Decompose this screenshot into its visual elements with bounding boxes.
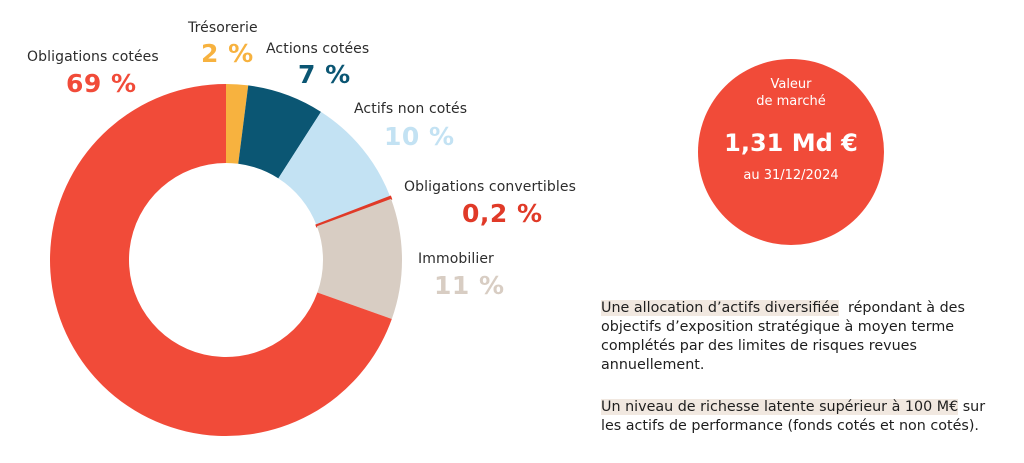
slice-actifs-non-cotes — [278, 111, 391, 226]
label-immobilier-value: 11 % — [434, 271, 505, 300]
market-value-date: au 31/12/2024 — [743, 168, 839, 183]
market-value-badge: Valeur de marché 1,31 Md € au 31/12/2024 — [698, 59, 884, 245]
market-value-caption-line1: Valeur — [770, 77, 812, 92]
slice-actions-cotees — [238, 85, 321, 179]
slice-obligations-convertibles — [315, 195, 393, 228]
allocation-highlight: Une allocation d’actifs diversifiée — [601, 300, 839, 316]
label-actions-cotees-name: Actions cotées — [266, 41, 370, 57]
label-tresorerie-value: 2 % — [201, 39, 254, 68]
label-obligations-cotees-name: Obligations cotées — [27, 49, 159, 65]
label-actifs-non-cotes-value: 10 % — [384, 122, 455, 151]
label-tresorerie-name: Trésorerie — [188, 20, 258, 36]
latent-wealth-text: sur les actifs de performance (fonds cot… — [601, 399, 986, 434]
slice-immobilier — [316, 198, 403, 320]
latent-wealth-highlight: Un niveau de richesse latente supérieur … — [601, 399, 959, 415]
market-value-amount: 1,31 Md € — [724, 129, 858, 157]
slice-tresorerie — [226, 84, 249, 164]
label-obligations-convertibles-name: Obligations convertibles — [404, 179, 576, 195]
allocation-paragraph: Une allocation d’actifs diversifiée répo… — [601, 299, 1001, 375]
label-actifs-non-cotes-name: Actifs non cotés — [354, 101, 468, 117]
market-value-caption-line2: de marché — [756, 94, 826, 109]
latent-wealth-paragraph: Un niveau de richesse latente supérieur … — [601, 398, 1001, 436]
allocation-text: répondant à des objectifs d’exposition s… — [601, 300, 970, 373]
slice-obligations-cotees — [50, 84, 392, 436]
label-obligations-cotees-value: 69 % — [66, 69, 137, 98]
market-value-caption: Valeur de marché — [698, 76, 884, 110]
label-obligations-convertibles-value: 0,2 % — [462, 199, 543, 228]
label-actions-cotees-value: 7 % — [298, 60, 351, 89]
label-immobilier-name: Immobilier — [418, 251, 494, 267]
